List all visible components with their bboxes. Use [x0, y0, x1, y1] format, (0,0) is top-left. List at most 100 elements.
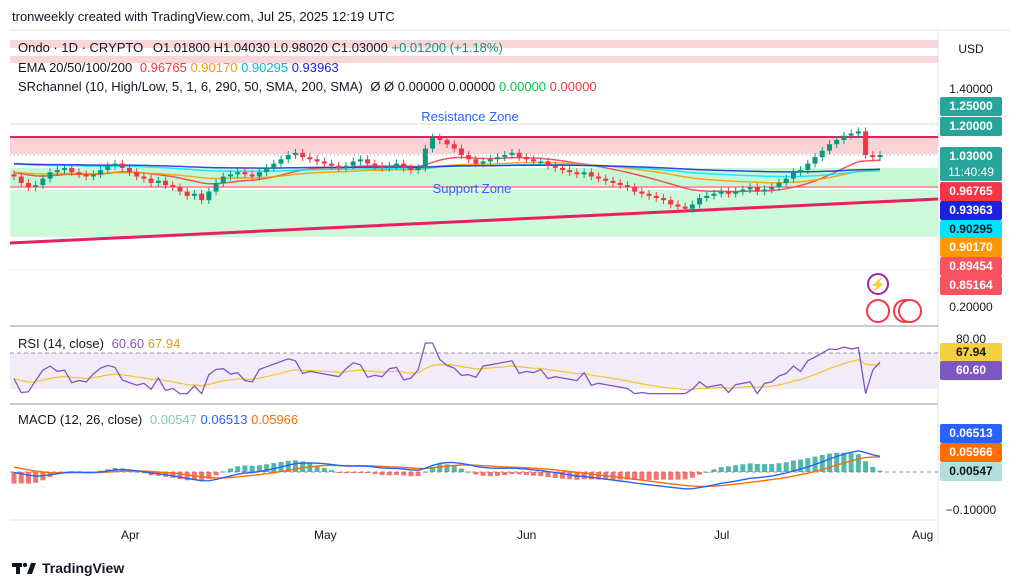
candle-body [264, 167, 270, 173]
candle-body [776, 182, 782, 188]
event-icons[interactable]: ⚡ [866, 273, 922, 323]
candle-body [805, 163, 811, 171]
macd-signal-tag: 0.05966 [940, 443, 1002, 462]
candle-body [393, 163, 399, 166]
macd-hist-bar [386, 472, 392, 476]
macd-hist-bar [819, 455, 825, 472]
candle-body [379, 165, 385, 168]
srchannel-c: 0.00000 [499, 79, 547, 94]
candle-body [199, 193, 205, 201]
price-tag-value: 1.20000 [949, 119, 993, 133]
candle-body [18, 176, 24, 183]
us-flag-icon-3[interactable] [898, 299, 922, 323]
candle-body [357, 159, 363, 162]
candle-body [516, 152, 522, 158]
candle-body [747, 187, 753, 190]
srchannel-a: 0.00000 [397, 79, 445, 94]
candle-body [177, 187, 183, 192]
candle-body [826, 144, 832, 151]
candle-body [40, 178, 46, 186]
macd-hist-bar [271, 463, 277, 472]
srchannel-b: 0.00000 [448, 79, 496, 94]
macd-hist-bar [393, 472, 399, 475]
macd-hist-bar [292, 460, 298, 472]
candle-body [278, 159, 284, 164]
lightning-glyph: ⚡ [870, 277, 886, 293]
price-tag-value: 0.90170 [949, 240, 993, 254]
candle-body [191, 193, 197, 196]
candle-body [624, 185, 630, 188]
rsi-ma-value: 67.94 [147, 336, 181, 351]
macd-hist-bar [783, 462, 789, 472]
tradingview-logo[interactable]: TradingView [12, 560, 124, 576]
macd-label: MACD (12, 26, close) [18, 412, 143, 427]
candle-body [148, 178, 154, 183]
x-label-jun: Jun [517, 528, 537, 542]
candle-body [62, 167, 68, 171]
price-tag-value: 0.90295 [949, 222, 993, 236]
macd-hist-bar [523, 472, 529, 475]
candle-body [819, 150, 825, 158]
macd-hist-bar [653, 472, 659, 480]
ema200-value: 0.93963 [291, 60, 339, 75]
currency-label[interactable]: USD [958, 42, 984, 56]
ema20-value: 0.96765 [139, 60, 187, 75]
candle-body [90, 174, 96, 177]
lightning-icon[interactable] [867, 273, 889, 295]
macd-hist-bar [502, 472, 508, 476]
candle-body [567, 170, 573, 173]
srchannel-d: 0.00000 [549, 79, 597, 94]
macd-hist-bar [682, 472, 688, 480]
price-tag-value: 1.25000 [949, 99, 993, 113]
candle-body [451, 144, 457, 149]
macd-hist-bar [531, 472, 537, 476]
ema-legend[interactable]: EMA 20/50/100/200 0.96765 0.90170 0.9029… [18, 60, 339, 75]
macd-hist-bar [422, 471, 428, 473]
rsi-value: 60.60 [111, 336, 145, 351]
candle-body [870, 155, 876, 158]
macd-hist-bar [350, 472, 356, 473]
candle-body [740, 189, 746, 192]
macd-hist-bar [596, 472, 602, 480]
macd-hist-bar [220, 471, 226, 473]
macd-hist-bar [762, 464, 768, 472]
macd-hist-bar [776, 463, 782, 472]
candle-body [812, 157, 818, 164]
candle-body [408, 167, 414, 171]
candle-body [242, 172, 248, 175]
candle-body [661, 198, 666, 201]
srchannel-legend[interactable]: SRchannel (10, High/Low, 5, 1, 6, 290, 5… [18, 79, 597, 94]
candle-body [372, 163, 378, 166]
candle-body [733, 191, 739, 194]
macd-hist-bar [754, 463, 760, 472]
macd-hist-bar [495, 472, 501, 476]
x-label-aug: Aug [912, 528, 934, 542]
ohlc-low: L0.98020 [273, 40, 328, 55]
rsi-legend[interactable]: RSI (14, close) 60.60 67.94 [18, 336, 180, 351]
ema-200-line [13, 162, 881, 173]
price-tag-value: 0.85164 [949, 278, 993, 292]
macd-hist-bar [545, 472, 551, 478]
resistance-zone-label: Resistance Zone [421, 109, 519, 124]
macd-value: 0.06513 [200, 412, 248, 427]
symbol-legend[interactable]: Ondo · 1D · CRYPTO O1.01800 H1.04030 L0.… [18, 40, 503, 55]
candle-body [285, 155, 291, 160]
candle-body [495, 157, 501, 160]
macd-legend[interactable]: MACD (12, 26, close) 0.00547 0.06513 0.0… [18, 412, 298, 427]
candle-body [69, 167, 75, 173]
rsi-line [13, 342, 881, 395]
macd-hist-bar [826, 453, 832, 472]
candle-body [718, 191, 724, 194]
macd-hist-bar [877, 470, 883, 472]
candle-body [54, 170, 60, 173]
candle-body [213, 182, 219, 192]
candle-body [581, 172, 587, 175]
candle-body [509, 152, 515, 155]
us-flag-icon[interactable] [866, 299, 890, 323]
candle-body [798, 170, 804, 173]
price-tag: 0.89454 [940, 257, 1002, 276]
srchannel-band-top-2 [10, 56, 938, 63]
macd-hist-bar [639, 472, 645, 481]
macd-hist-bar [863, 461, 869, 472]
